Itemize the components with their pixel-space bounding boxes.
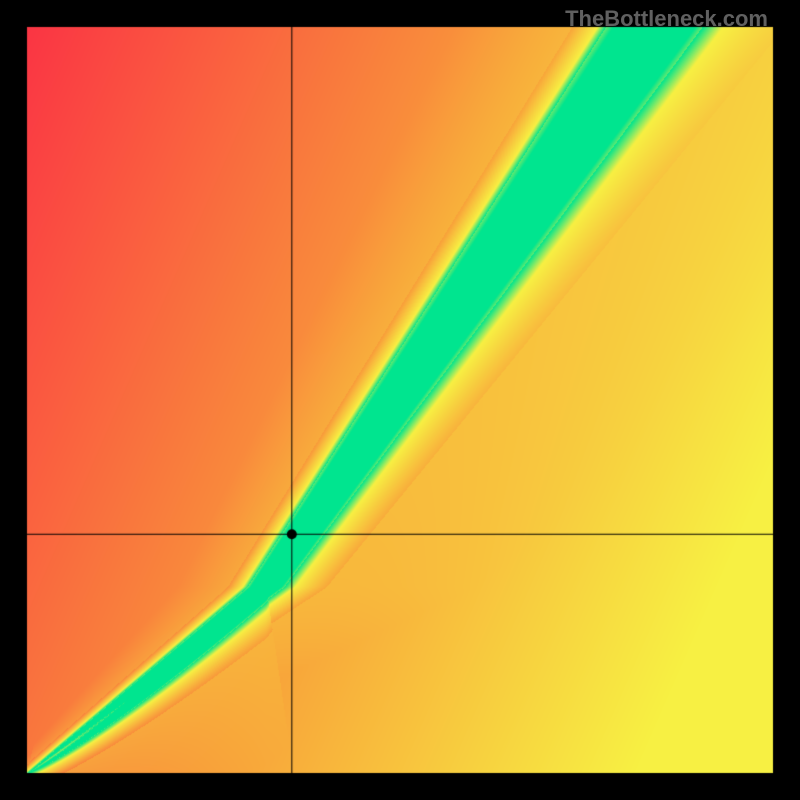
chart-container: TheBottleneck.com — [0, 0, 800, 800]
attribution-text: TheBottleneck.com — [565, 6, 768, 32]
heatmap-canvas — [0, 0, 800, 800]
